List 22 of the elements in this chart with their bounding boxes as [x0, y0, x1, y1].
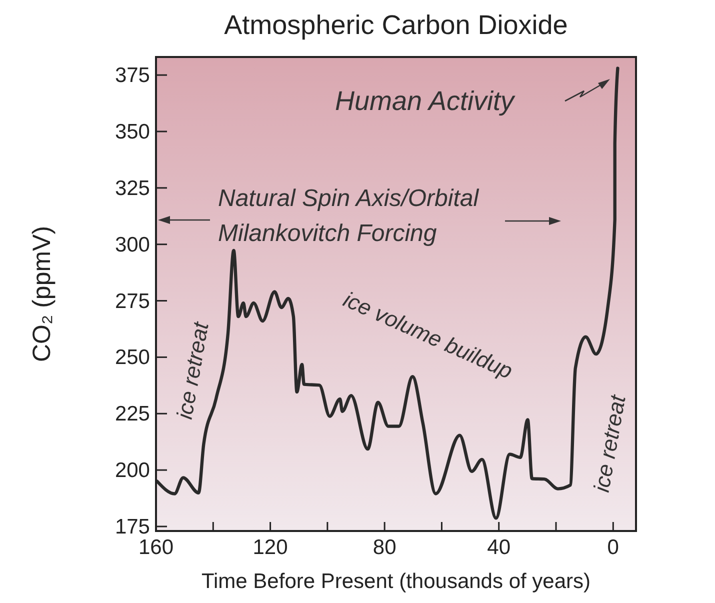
x-tick-label: 80 [372, 536, 396, 559]
x-tick-label: 0 [607, 536, 619, 559]
annotation: Milankovitch Forcing [218, 220, 438, 247]
x-tick-label: 160 [138, 536, 174, 559]
annotation: Natural Spin Axis/Orbital [218, 185, 480, 212]
chart-title: Atmospheric Carbon Dioxide [224, 10, 568, 40]
y-tick-label: 175 [114, 515, 150, 538]
y-tick-label: 250 [114, 346, 150, 370]
x-axis-title: Time Before Present (thousands of years) [201, 570, 591, 593]
y-tick-label: 325 [114, 176, 150, 200]
y-axis-title: CO₂ (ppmV) [28, 226, 56, 362]
y-tick-label: 275 [114, 290, 150, 313]
y-tick-label: 350 [114, 120, 150, 144]
x-tick-label: 40 [487, 536, 511, 559]
annotation: ice retreat [172, 319, 214, 422]
annotation: ice retreat [588, 392, 631, 494]
y-tick-label: 225 [114, 402, 150, 426]
y-tick-label: 300 [114, 233, 150, 256]
y-tick-label: 375 [114, 64, 150, 88]
annotation: Human Activity [335, 86, 516, 116]
y-tick-label: 200 [114, 459, 150, 482]
x-tick-label: 120 [252, 536, 288, 559]
